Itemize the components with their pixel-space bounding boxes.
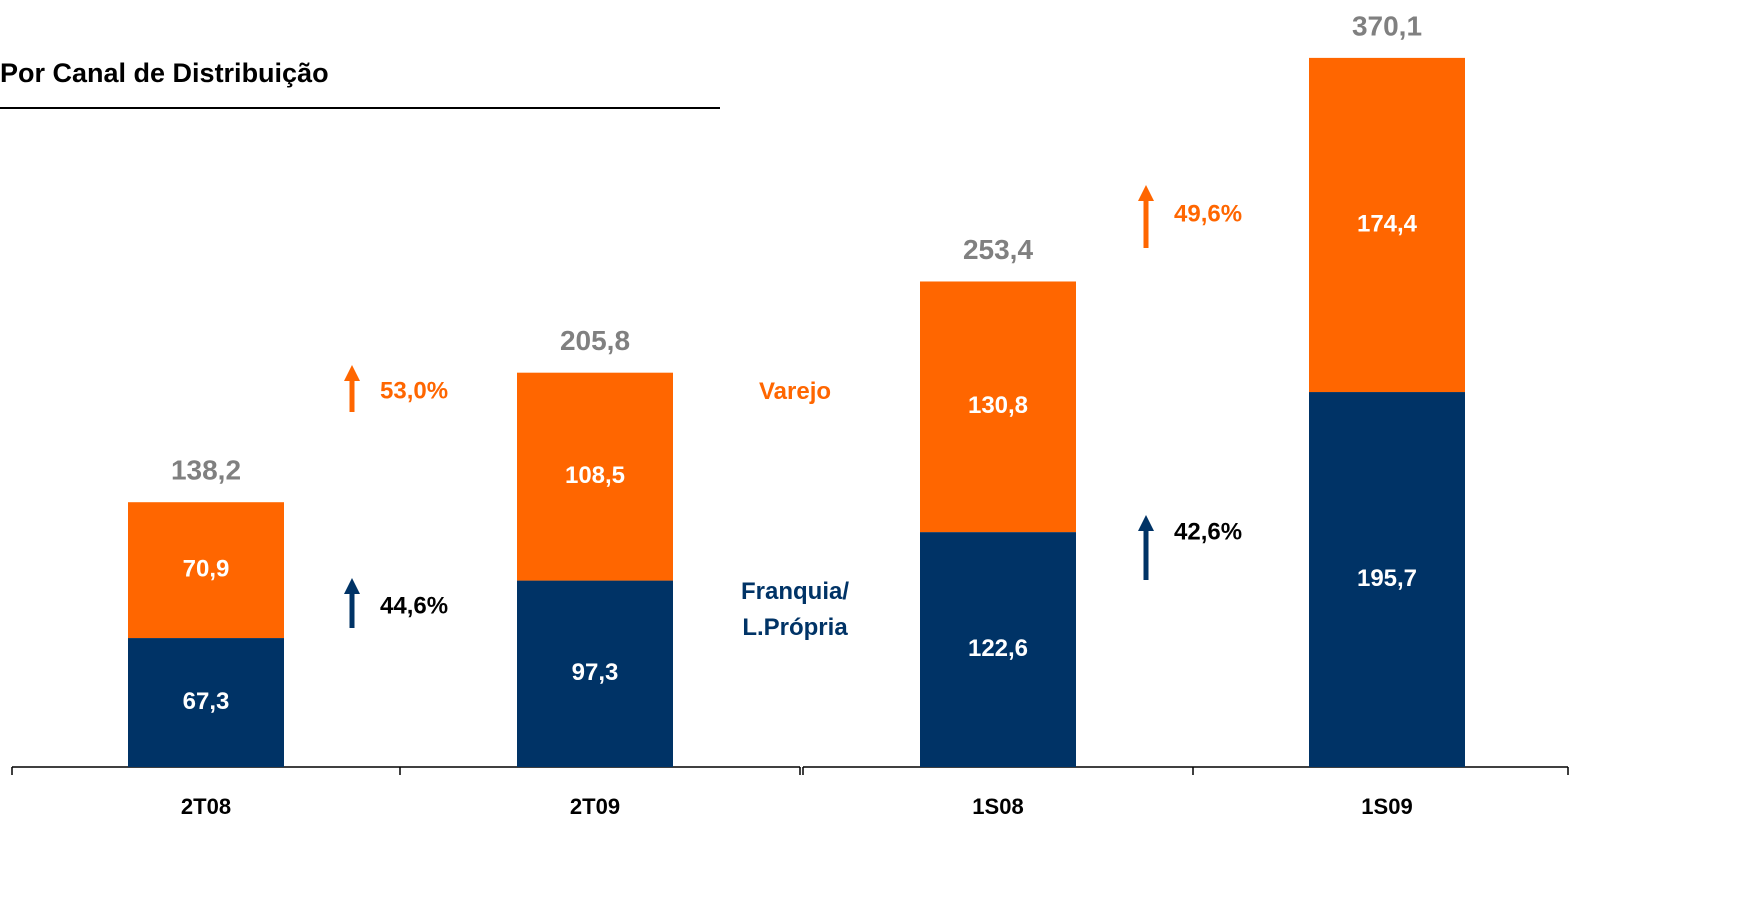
value-label: 195,7	[1357, 565, 1417, 592]
title: Por Canal de Distribuição	[0, 58, 329, 88]
growth-label: 44,6%	[380, 592, 448, 619]
growth-label: 53,0%	[380, 377, 448, 404]
legend-franquia: Franquia/ L.Própria	[740, 578, 849, 641]
value-label: 67,3	[183, 688, 230, 715]
bar-segment	[1309, 57, 1465, 393]
total-label: 138,2	[171, 455, 241, 486]
bar-segment	[128, 502, 284, 639]
total-label: 205,8	[560, 325, 630, 356]
growth-arrow-head	[344, 365, 360, 381]
value-label: 122,6	[968, 635, 1028, 662]
value-label: 97,3	[572, 659, 619, 686]
growth-arrow-head	[344, 578, 360, 594]
growth-arrow-head	[1138, 185, 1154, 201]
growth-label: 42,6%	[1174, 518, 1242, 545]
bar-segment	[920, 281, 1076, 533]
growth-arrow-head	[1138, 515, 1154, 531]
total-label: 253,4	[963, 234, 1033, 265]
value-label: 174,4	[1357, 210, 1418, 237]
x-tick-label: 2T08	[181, 794, 231, 819]
legend-varejo: Varejo	[758, 378, 832, 405]
value-label: 108,5	[565, 462, 625, 489]
bar-segment	[517, 580, 673, 767]
x-tick-label: 1S08	[972, 794, 1023, 819]
bar-segment	[1309, 392, 1465, 767]
x-tick-label: 2T09	[570, 794, 620, 819]
bar-segment	[920, 532, 1076, 767]
x-tick-label: 1S09	[1361, 794, 1412, 819]
total-label: 370,1	[1352, 10, 1422, 41]
value-label: 70,9	[183, 555, 230, 582]
growth-label: 49,6%	[1174, 200, 1242, 227]
bar-segment	[517, 372, 673, 581]
bar-segment	[128, 638, 284, 767]
value-label: 130,8	[968, 392, 1028, 419]
